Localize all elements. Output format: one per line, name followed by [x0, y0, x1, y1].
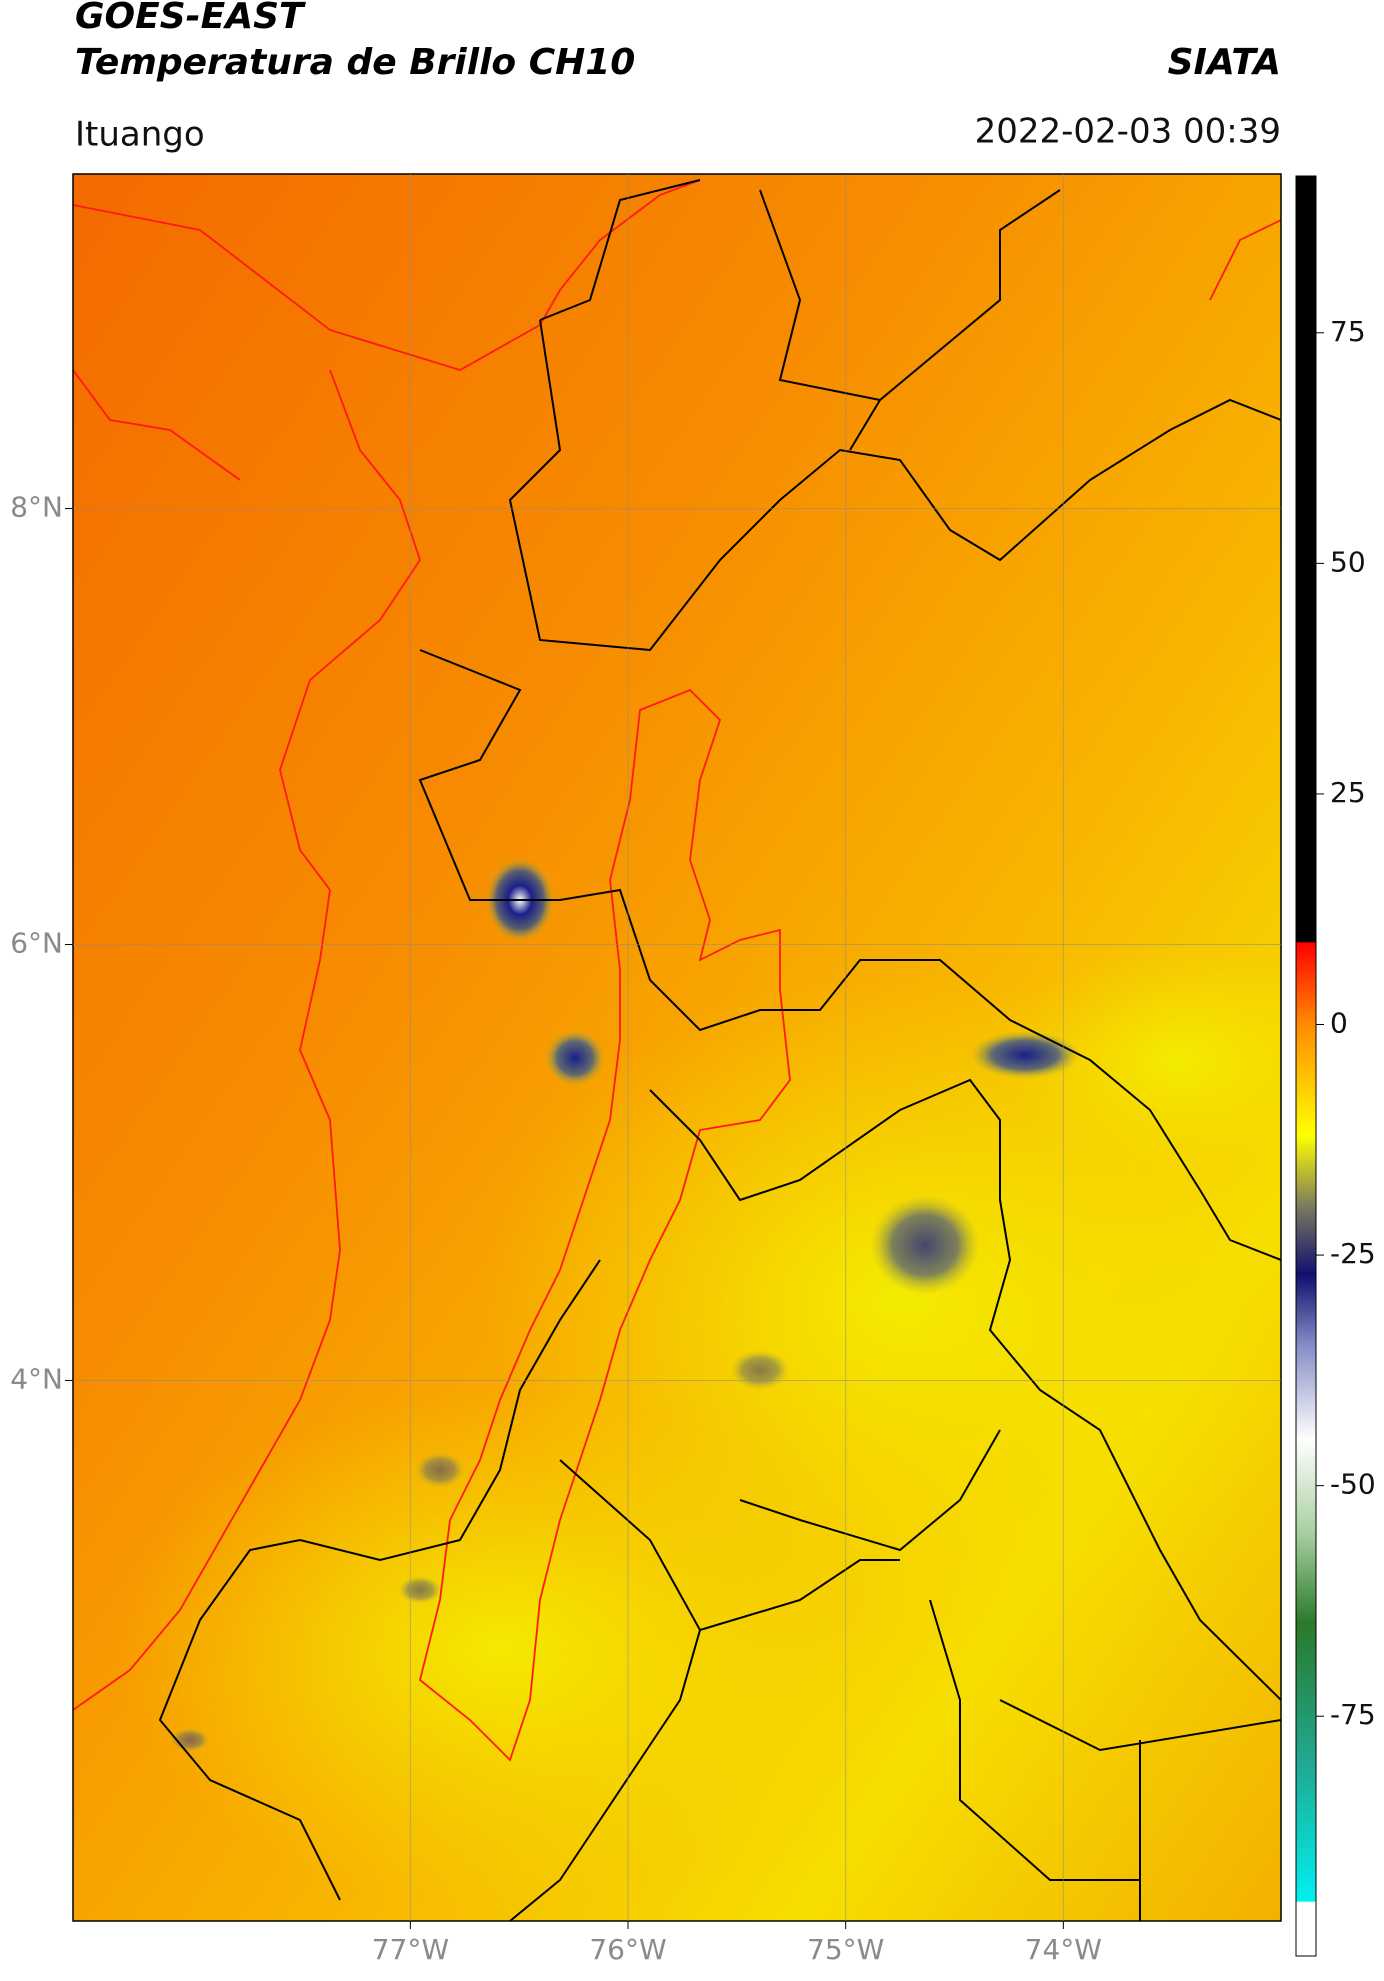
cloud [870, 1195, 980, 1295]
colorbar-tick-label: 75 [1330, 315, 1366, 348]
map-frame [72, 173, 1282, 1922]
colorbar-axis: 75 50 25 0 -25 -50 -75 [1316, 315, 1376, 1731]
source: SIATA [1168, 42, 1281, 83]
y-tick-label: 4°N [10, 1362, 63, 1395]
colorbar-tick-label: 0 [1330, 1006, 1348, 1039]
cloud [545, 1030, 605, 1086]
colorbar-tick-label: -25 [1330, 1237, 1376, 1270]
colorbar-tick-label: -75 [1330, 1698, 1376, 1731]
x-tick-label: 74°W [1025, 1933, 1102, 1966]
colorbar-tick-label: 25 [1330, 776, 1366, 809]
cloud [170, 1728, 210, 1752]
warm-region [1000, 940, 1281, 1180]
x-tick-label: 76°W [589, 1933, 666, 1966]
y-tick-label: 6°N [10, 927, 63, 960]
colorbar-tick-label: -50 [1330, 1468, 1376, 1501]
x-tick-label: 75°W [807, 1933, 884, 1966]
x-tick-label: 77°W [372, 1933, 449, 1966]
cloud [398, 1576, 442, 1604]
datetime: 2022-02-03 00:39 [975, 112, 1281, 152]
map-image [73, 174, 1281, 1921]
colorbar [1295, 175, 1317, 1957]
y-tick-label: 8°N [10, 491, 63, 524]
axes: 77°W 76°W 75°W 74°W 4°N 6°N 8°N [10, 174, 1281, 1966]
cloud [970, 1031, 1080, 1079]
antioquia-outline [418, 688, 791, 1762]
cloud [730, 1350, 790, 1390]
location: Ituango [75, 115, 205, 155]
warm-region [120, 1390, 880, 1910]
admin-border [158, 179, 1281, 1921]
cloud [415, 1452, 465, 1488]
title: GOES-EAST [75, 0, 306, 37]
title: Temperatura de Brillo CH10 [75, 42, 635, 83]
colorbar-tick-label: 50 [1330, 545, 1366, 578]
